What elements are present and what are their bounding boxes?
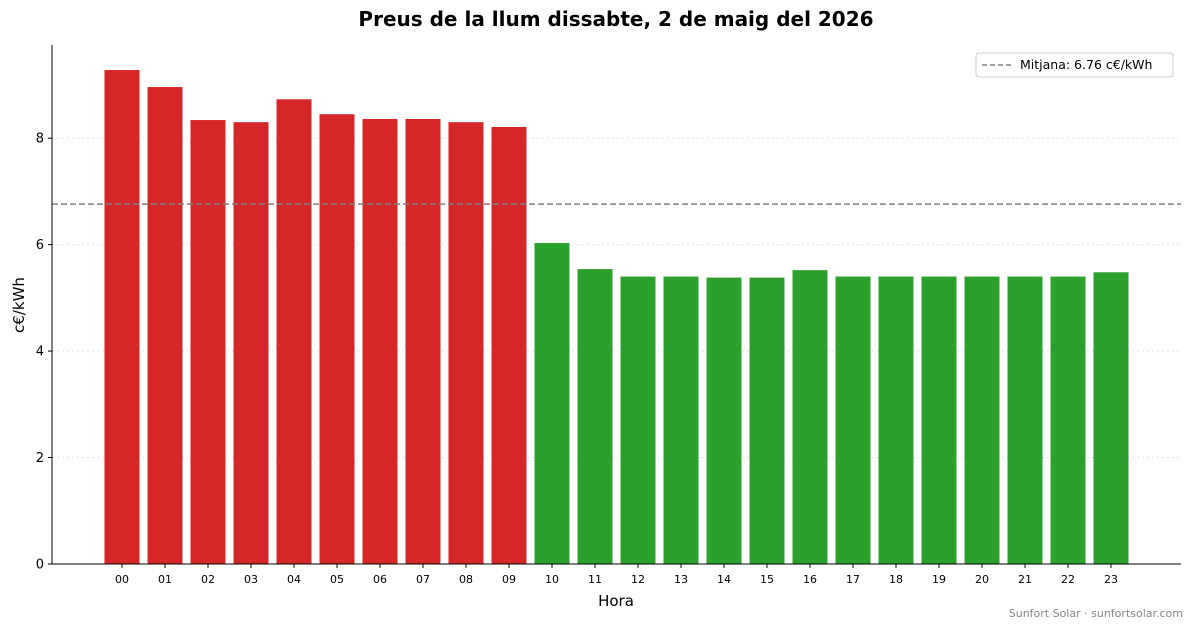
y-axis-ticks: 0 2 4 6 8	[36, 132, 52, 573]
legend-box	[975, 52, 1174, 78]
x-tick-label: 13	[674, 573, 688, 586]
chart-title: Preus de la llum dissabte, 2 de maig del…	[358, 7, 873, 31]
x-axis-label: Hora	[598, 592, 634, 610]
x-tick-label: 23	[1104, 573, 1118, 586]
bar-20	[964, 276, 1000, 564]
y-tick-label: 6	[36, 238, 44, 253]
x-tick-label: 07	[416, 573, 430, 586]
x-tick-label: 18	[889, 573, 903, 586]
y-tick-label: 4	[36, 345, 44, 360]
bar-09	[491, 126, 527, 564]
x-tick-label: 21	[1018, 573, 1032, 586]
x-tick-label: 10	[545, 573, 559, 586]
bar-01	[147, 87, 183, 564]
x-axis-ticks: 00 01 02 03 04 05 06 07 08 09 10 11 12 13 14 15 16 17 18 19…	[115, 564, 1118, 586]
bar-02	[190, 120, 226, 564]
x-tick-label: 12	[631, 573, 645, 586]
bar-18	[878, 276, 914, 564]
x-tick-label: 15	[760, 573, 774, 586]
x-tick-label: 20	[975, 573, 989, 586]
y-tick-label: 0	[36, 558, 44, 573]
x-tick-label: 08	[459, 573, 473, 586]
bar-19	[921, 276, 957, 564]
x-tick-label: 00	[115, 573, 129, 586]
bar-04	[276, 99, 312, 565]
x-tick-label: 05	[330, 573, 344, 586]
y-axis-label: c€/kWh	[10, 277, 28, 333]
bar-03	[233, 122, 269, 564]
x-tick-label: 06	[373, 573, 387, 586]
bar-17	[835, 276, 871, 564]
bar-00	[104, 70, 140, 564]
x-tick-label: 11	[588, 573, 602, 586]
legend: Mitjana: 6.76 c€/kWh	[975, 52, 1174, 78]
bar-06	[362, 118, 398, 564]
bar-15	[749, 277, 785, 564]
x-tick-label: 22	[1061, 573, 1075, 586]
bar-13	[663, 276, 699, 564]
x-tick-label: 19	[932, 573, 946, 586]
bar-23	[1093, 272, 1129, 564]
bar-08	[448, 122, 484, 564]
bar-16	[792, 270, 828, 564]
bar-21	[1007, 276, 1043, 564]
x-tick-label: 03	[244, 573, 258, 586]
legend-label: Mitjana: 6.76 c€/kWh	[1020, 57, 1152, 72]
bar-11	[577, 269, 613, 564]
bars	[104, 70, 1129, 565]
bar-12	[620, 276, 656, 564]
bar-05	[319, 114, 355, 564]
watermark: Sunfort Solar · sunfortsolar.com	[1009, 607, 1183, 620]
x-tick-label: 16	[803, 573, 817, 586]
x-tick-label: 17	[846, 573, 860, 586]
x-tick-label: 02	[201, 573, 215, 586]
bar-07	[405, 118, 441, 564]
x-tick-label: 14	[717, 573, 731, 586]
x-tick-label: 01	[158, 573, 172, 586]
x-tick-label: 09	[502, 573, 516, 586]
bar-14	[706, 277, 742, 564]
bar-22	[1050, 276, 1086, 564]
y-tick-label: 8	[36, 132, 44, 147]
y-tick-label: 2	[36, 451, 44, 466]
bar-10	[534, 243, 570, 564]
x-tick-label: 04	[287, 573, 301, 586]
